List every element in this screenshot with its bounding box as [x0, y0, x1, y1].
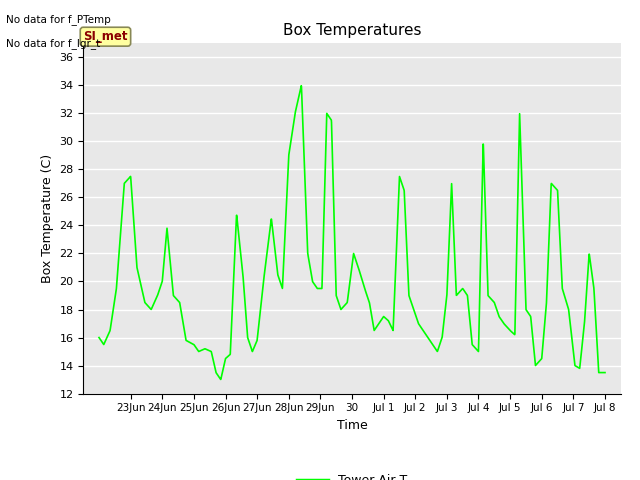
Text: No data for f_lgr_t: No data for f_lgr_t [6, 38, 100, 49]
Text: No data for f_PTemp: No data for f_PTemp [6, 14, 111, 25]
Legend: Tower Air T: Tower Air T [292, 469, 412, 480]
Text: SI_met: SI_met [83, 30, 128, 43]
Y-axis label: Box Temperature (C): Box Temperature (C) [41, 154, 54, 283]
X-axis label: Time: Time [337, 419, 367, 432]
Title: Box Temperatures: Box Temperatures [283, 23, 421, 38]
